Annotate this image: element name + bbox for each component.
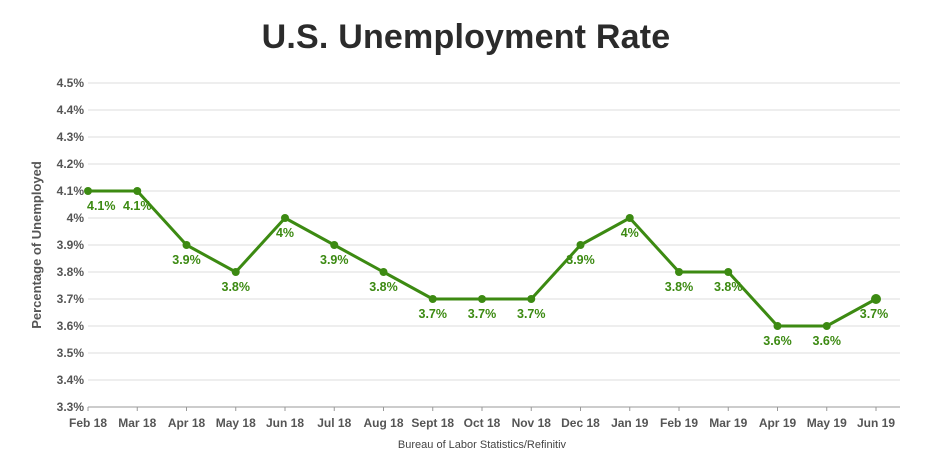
x-tick-label: Dec 18 [561,416,600,430]
data-label: 4.1% [123,199,152,213]
data-point [675,268,683,276]
data-label: 4.1% [87,199,116,213]
y-tick-label: 3.8% [57,265,85,279]
data-point [527,295,536,303]
y-axis-title: Percentage of Unemployed [29,161,44,329]
x-tick-label: Apr 19 [759,416,797,430]
data-label: 3.7% [517,307,546,321]
data-labels: 4.1% 4.1% 3.9% 3.8% 4% 3.9% 3.8% 3.7% 3.7% 3.7% 3.… [87,199,888,348]
y-tick-label: 4.3% [57,130,85,144]
data-point [871,294,881,304]
data-series [84,187,881,330]
data-label: 3.8% [222,280,251,294]
x-tick-label: Jun 18 [266,416,304,430]
y-tick-label: 3.4% [57,373,85,387]
data-label: 3.9% [320,253,349,267]
data-point [428,295,437,303]
data-point [182,241,191,249]
y-tick-label: 3.7% [57,292,85,306]
data-label: 4% [621,226,639,240]
data-point [724,268,733,276]
y-tick-label: 4.1% [57,184,85,198]
x-tick-label: Oct 18 [464,416,501,430]
x-tick-label: Jan 19 [611,416,649,430]
x-tick-label: Jun 19 [857,416,895,430]
data-label: 3.7% [860,307,889,321]
data-point [822,322,831,330]
data-label: 4% [276,226,294,240]
data-point [478,295,486,303]
x-tick-label: Mar 18 [118,416,156,430]
y-tick-label: 4.2% [57,157,85,171]
data-point [330,241,339,249]
data-label: 3.8% [665,280,694,294]
data-label: 3.8% [369,280,398,294]
x-tick-label: Sept 18 [411,416,454,430]
x-tick-label: May 19 [807,416,847,430]
series-line [88,189,877,328]
data-label: 3.9% [172,253,201,267]
source-note: Bureau of Labor Statistics/Refinitiv [398,439,567,451]
grid-lines [88,82,900,408]
data-label: 3.6% [763,334,792,348]
data-point [625,214,634,222]
data-point [281,214,289,222]
y-tick-label: 3.5% [57,346,85,360]
x-tick-label: Feb 18 [69,416,107,430]
data-point [379,268,388,276]
y-tick-label: 3.9% [57,238,85,252]
y-tick-label: 3.3% [57,400,85,414]
data-label: 3.6% [813,334,842,348]
x-tick-label: Nov 18 [512,416,552,430]
chart-title: U.S. Unemployment Rate [261,18,671,56]
x-tick-label: Aug 18 [363,416,403,430]
y-tick-label: 4.4% [57,103,85,117]
data-label: 3.7% [468,307,497,321]
data-point [773,322,782,330]
data-point [576,241,585,249]
data-point [84,187,92,195]
data-point [133,187,142,195]
x-tick-label: Feb 19 [660,416,698,430]
y-tick-label: 4.5% [57,76,85,90]
y-axis-ticks: 3.3% 3.4% 3.5% 3.6% 3.7% 3.8% 3.9% 4% 4.1% 4.2% 4.… [57,76,85,414]
x-tick-label: Jul 18 [317,416,351,430]
x-axis-ticks: Feb 18 Mar 18 Apr 18 May 18 Jun 18 Jul 18 Aug … [69,407,895,430]
y-tick-label: 3.6% [57,319,85,333]
data-point [231,268,240,276]
y-tick-label: 4% [67,211,85,225]
x-tick-label: Mar 19 [709,416,747,430]
data-label: 3.8% [714,280,743,294]
data-label: 3.7% [419,307,448,321]
data-label: 3.9% [566,253,595,267]
x-tick-label: Apr 18 [168,416,206,430]
x-tick-label: May 18 [216,416,256,430]
